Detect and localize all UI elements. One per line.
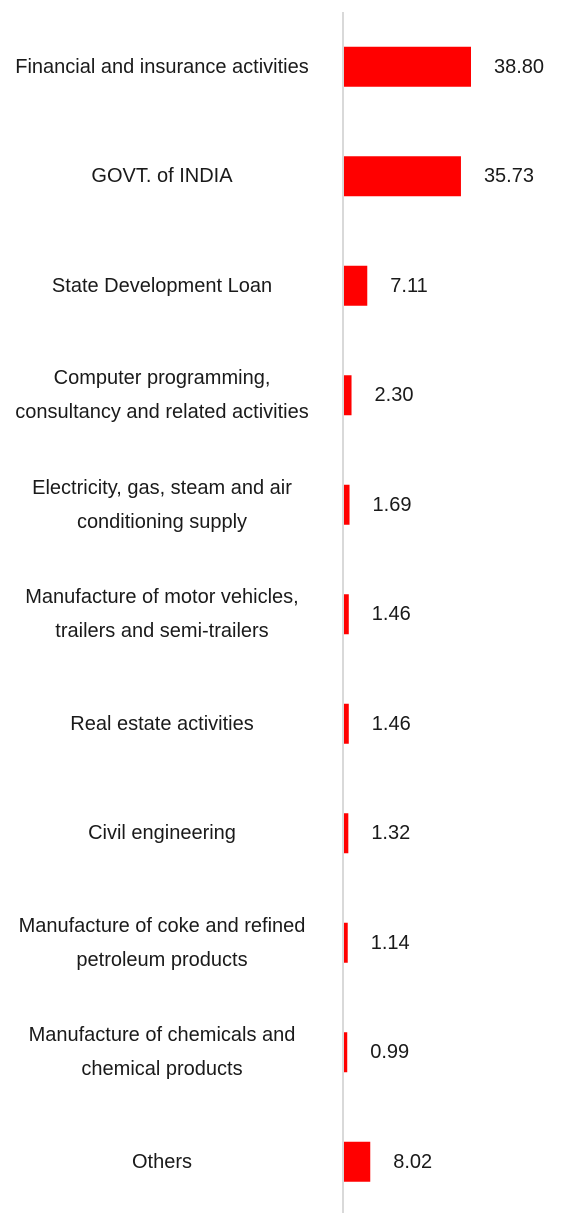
bar <box>344 265 368 306</box>
category-label: Computer programming, consultancy and re… <box>15 367 309 424</box>
value-label: 1.46 <box>371 712 411 735</box>
value-label: 35.73 <box>483 165 534 188</box>
category-label: GOVT. of INDIA <box>91 165 233 188</box>
category-label: State Development Loan <box>51 274 273 297</box>
category-label: Manufacture of chemicals and chemical pr… <box>28 1024 296 1081</box>
bar <box>344 922 348 963</box>
value-label: 0.99 <box>370 1041 410 1064</box>
value-label: 8.02 <box>393 1150 433 1173</box>
value-label: 1.46 <box>371 603 411 626</box>
value-label: 1.69 <box>372 493 412 516</box>
bar <box>344 813 349 854</box>
category-label: Others <box>131 1150 193 1173</box>
bar <box>344 484 350 525</box>
bar <box>344 1032 348 1073</box>
value-label: 38.80 <box>494 55 545 78</box>
value-label: 1.32 <box>371 822 411 845</box>
value-label: 7.11 <box>390 274 428 297</box>
bar <box>344 46 471 87</box>
category-label: Civil engineering <box>88 822 236 845</box>
value-label: 1.14 <box>370 931 410 954</box>
category-label: Manufacture of motor vehicles, trailers … <box>25 586 299 643</box>
category-label: Manufacture of coke and refined petroleu… <box>18 914 306 971</box>
category-label: Real estate activities <box>70 712 254 735</box>
bar <box>344 594 349 635</box>
bar <box>344 375 352 416</box>
bar <box>344 703 349 744</box>
value-label: 2.30 <box>374 384 414 407</box>
category-label: Electricity, gas, steam and air conditio… <box>32 476 292 533</box>
bar <box>344 156 461 197</box>
bar <box>344 1141 371 1182</box>
category-label: Financial and insurance activities <box>15 55 309 78</box>
